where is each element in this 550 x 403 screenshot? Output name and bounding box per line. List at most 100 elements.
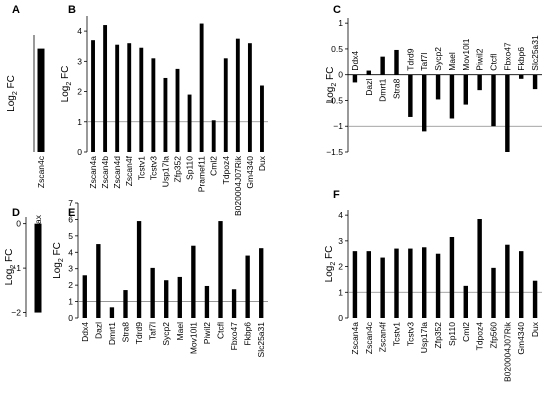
bar-Gm4340 bbox=[247, 43, 252, 153]
bar-Cml2 bbox=[463, 285, 469, 318]
bar-Ddx4 bbox=[82, 275, 87, 318]
category-label: Tdrd9 bbox=[405, 48, 415, 70]
bar-Tdpoz4 bbox=[477, 219, 482, 318]
category-label: Dux bbox=[530, 321, 540, 337]
category-label: Zscan4c bbox=[36, 155, 46, 188]
bar-Dmrt1 bbox=[109, 307, 115, 318]
bar-Tdpoz4 bbox=[223, 58, 228, 152]
bar-Tcstv1 bbox=[139, 47, 144, 152]
bar-Taf7l bbox=[421, 74, 427, 132]
y-axis-label: Log2 FC bbox=[52, 242, 65, 279]
category-label: Tcstv3 bbox=[148, 156, 158, 180]
y-tick-label: 3 bbox=[338, 236, 343, 246]
bar-Zscan4f bbox=[380, 257, 385, 318]
bar-Zscan4c bbox=[37, 48, 45, 152]
category-label: Mov10l1 bbox=[461, 38, 471, 70]
bar-Dux bbox=[532, 280, 538, 318]
category-label: Dmrt1 bbox=[107, 322, 117, 345]
bar-Cml2 bbox=[211, 120, 216, 152]
bar-Sp110 bbox=[187, 94, 192, 152]
bar-Zscan4a bbox=[91, 40, 95, 152]
category-label: Piwil2 bbox=[475, 48, 485, 70]
bar-Piwil2 bbox=[477, 74, 482, 91]
bar-Zscan4b bbox=[103, 25, 108, 152]
y-tick-label: 0 bbox=[77, 147, 82, 157]
bar-Dux bbox=[260, 85, 264, 152]
category-label: Taf7l bbox=[419, 53, 429, 71]
category-label: Zscan4c bbox=[364, 321, 374, 354]
bar-Slc25a31 bbox=[259, 248, 264, 318]
y-axis-label: Log2 FC bbox=[324, 246, 337, 283]
bar-Mael bbox=[177, 276, 182, 318]
category-label: Zscan4f bbox=[124, 155, 134, 186]
category-label: Ctcfl bbox=[489, 54, 499, 71]
bar-Usp17la bbox=[163, 77, 168, 152]
category-label: Usp17la bbox=[160, 156, 170, 187]
bar-Stra8 bbox=[394, 49, 399, 75]
category-label: Zfp352 bbox=[173, 156, 183, 183]
category-label: Zfp352 bbox=[433, 322, 443, 349]
bar-Max bbox=[34, 223, 42, 313]
category-label: Cml2 bbox=[461, 322, 471, 342]
category-label: Fkbp6 bbox=[516, 47, 526, 71]
bar-Mov10l1 bbox=[463, 74, 469, 105]
y-tick-label: 4 bbox=[77, 26, 82, 36]
panel-B: B 0 1 2 3 4 Log2 FC Zscan4a Zscan4b Zscan4d Zscan4… bbox=[60, 4, 268, 216]
y-tick-label: 4 bbox=[68, 247, 73, 257]
bar-Zfp352 bbox=[435, 253, 441, 318]
bar-B020004J07Rik bbox=[505, 244, 510, 318]
bar-Usp17la bbox=[421, 247, 427, 318]
category-label: Tcstv1 bbox=[392, 322, 402, 346]
y-tick-label: 2 bbox=[68, 280, 73, 290]
category-label: Zscan4d bbox=[112, 156, 122, 189]
y-axis-label: Log2 FC bbox=[4, 249, 17, 286]
y-tick-label: 0 bbox=[338, 70, 343, 80]
category-label: Ddx4 bbox=[350, 51, 360, 71]
bar-Mael bbox=[449, 74, 455, 119]
panel-label: F bbox=[333, 189, 340, 201]
bar-Fbxo47 bbox=[505, 74, 510, 152]
category-label: Gm4340 bbox=[245, 156, 255, 189]
category-label: Tcstv1 bbox=[136, 156, 146, 180]
category-label: Stra8 bbox=[121, 322, 131, 343]
panel-label: D bbox=[12, 207, 20, 219]
category-label: Tdpoz4 bbox=[221, 156, 231, 185]
category-label: Dazl bbox=[93, 322, 103, 339]
category-label: Ddx4 bbox=[80, 322, 90, 342]
category-label: Sp110 bbox=[447, 322, 457, 346]
bar-Zscan4c bbox=[366, 251, 372, 318]
bar-Gm4340 bbox=[518, 251, 524, 318]
bar-Zscan4a bbox=[352, 251, 358, 318]
category-label: Zscan4f bbox=[378, 321, 388, 352]
bar-Fkbp6 bbox=[245, 255, 250, 318]
bar-Zfp560 bbox=[491, 267, 496, 318]
bar-Tdrd9 bbox=[408, 74, 413, 117]
category-label: Slc25a31 bbox=[256, 322, 266, 358]
category-label: Stra8 bbox=[392, 78, 402, 99]
category-label: Fkbp6 bbox=[243, 322, 253, 346]
category-label: Dmrt1 bbox=[378, 78, 388, 101]
bar-Zscan4d bbox=[115, 44, 120, 152]
category-label: Zscan4b bbox=[100, 156, 110, 189]
y-tick-label: 0 bbox=[16, 219, 21, 229]
panel-label: B bbox=[68, 4, 76, 16]
y-tick-label: −2 bbox=[11, 308, 21, 318]
category-label: Dazl bbox=[364, 79, 374, 96]
bar-Dazl bbox=[366, 70, 372, 75]
y-tick-label: −1 bbox=[11, 263, 21, 273]
category-label: Usp17la bbox=[419, 322, 429, 353]
category-label: Sycp2 bbox=[433, 47, 443, 71]
panel-E: E 0 1 2 3 4 5 6 7 Log2 FC Ddx4 Dazl Dmrt1 Stra8 Tdrd9 T… bbox=[52, 198, 268, 357]
panel-F: F 0 1 2 3 4 Log2 FC Zscan4a Zscan4c Zscan4f Tcstv1… bbox=[324, 189, 542, 382]
y-tick-label: 2 bbox=[338, 262, 343, 272]
bar-Zscan4f bbox=[127, 43, 132, 153]
bar-Tdrd9 bbox=[136, 221, 142, 318]
bar-Ddx4 bbox=[352, 74, 358, 83]
panel-label: C bbox=[333, 4, 341, 16]
bar-Ctcfl bbox=[491, 74, 496, 127]
bar-Fbxo47 bbox=[231, 289, 237, 318]
panel-label: A bbox=[12, 4, 20, 16]
y-tick-label: 3 bbox=[77, 56, 82, 66]
category-label: B020004J07Rik bbox=[233, 155, 243, 216]
